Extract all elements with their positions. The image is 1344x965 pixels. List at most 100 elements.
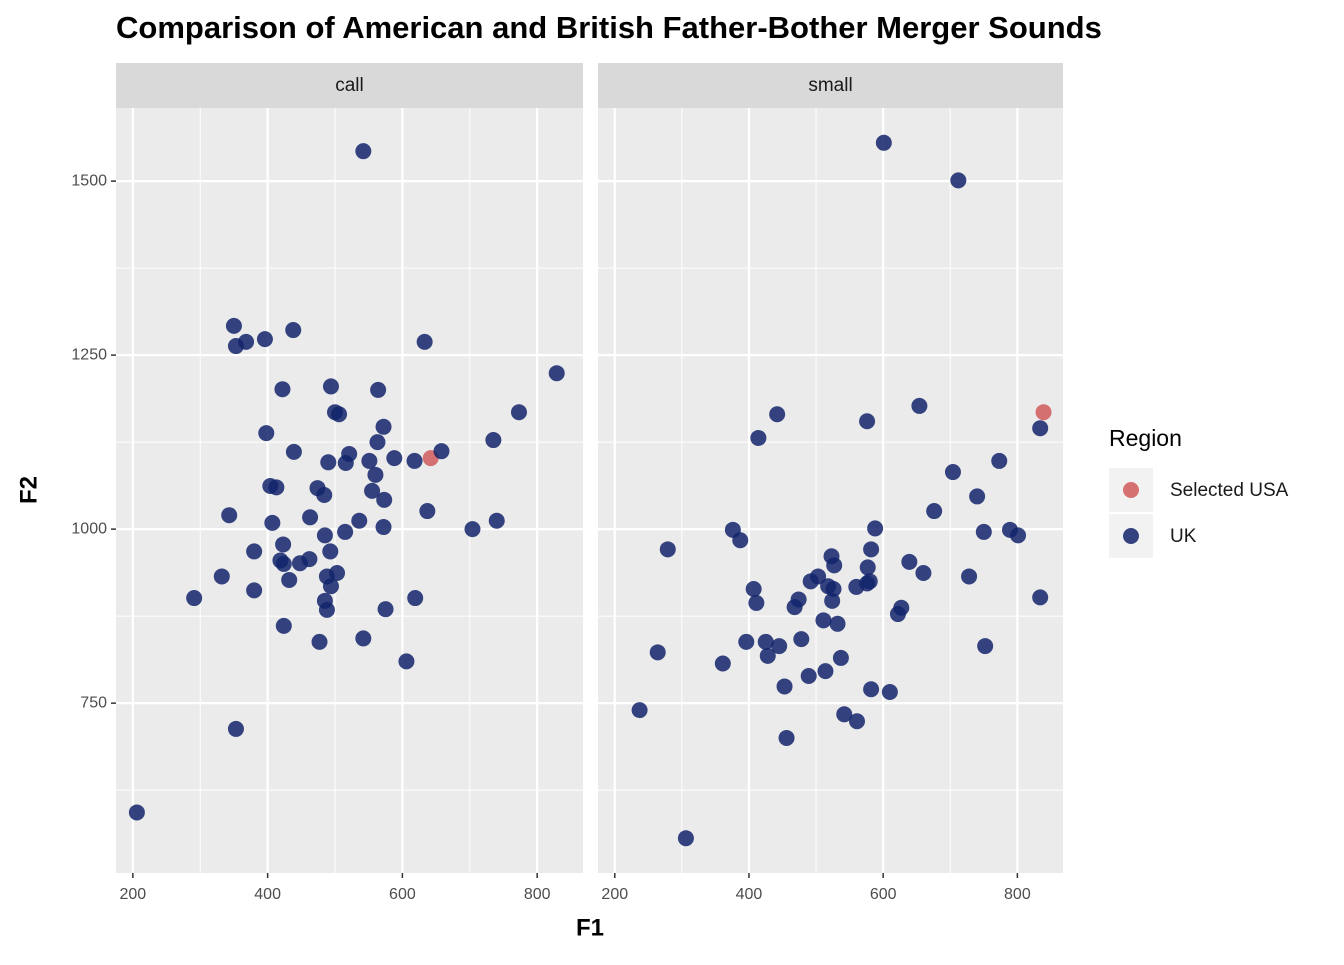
point [677,830,694,847]
point [322,543,339,560]
point [810,568,827,585]
x-tick-label: 600 [870,886,897,903]
point [375,418,392,435]
point [221,507,238,524]
facet-strip [116,63,583,108]
point [488,512,505,529]
point [826,557,843,574]
point [1032,420,1049,437]
point [322,578,339,595]
point [406,452,423,469]
point [759,647,776,664]
point [714,655,731,672]
point [1035,404,1052,421]
point [911,397,928,414]
x-tick-label: 200 [601,886,628,903]
legend-label: Selected USA [1170,480,1289,501]
point [975,523,992,540]
y-axis-title: F2 [15,476,42,504]
point [377,601,394,618]
point [859,559,876,576]
point [659,541,676,558]
point [944,464,961,481]
point [750,429,767,446]
point [875,134,892,151]
y-tick-label: 1250 [71,346,107,363]
x-tick-label: 800 [1004,886,1031,903]
legend-marker [1123,528,1139,544]
point [732,532,749,549]
point [246,582,263,599]
point [977,638,994,655]
point [331,406,348,423]
facet-label: call [335,75,364,96]
point [128,804,145,821]
chart-title: Comparison of American and British Fathe… [116,10,1102,45]
point [825,580,842,597]
facet-label: small [808,75,852,96]
point [861,573,878,590]
point [275,617,292,634]
point [355,143,372,160]
point [322,378,339,395]
point [398,653,415,670]
point [364,482,381,499]
x-tick-label: 400 [736,886,763,903]
point [337,523,354,540]
point [285,322,302,339]
y-tick-label: 750 [80,694,107,711]
point [950,172,967,189]
point [849,713,866,730]
point [386,450,403,467]
point [836,706,853,723]
point [275,536,292,553]
point [361,452,378,469]
x-tick-label: 800 [524,886,551,903]
point [213,568,230,585]
point [485,432,502,449]
point [863,681,880,698]
point [376,491,393,508]
point [355,630,372,647]
point [829,615,846,632]
point [316,487,333,504]
point [375,519,392,536]
point [370,381,387,398]
point [745,580,762,597]
point [320,454,337,471]
point [246,543,263,560]
point [790,591,807,608]
point [824,592,841,609]
point [832,649,849,666]
point [227,720,244,737]
point [738,633,755,650]
point [881,684,898,701]
point [793,631,810,648]
point [258,425,275,442]
point [329,564,346,581]
point [915,564,932,581]
point [1032,589,1049,606]
point [757,633,774,650]
point [256,331,273,348]
point [778,729,795,746]
y-tick-label: 1500 [71,172,107,189]
point [275,555,292,572]
point [433,443,450,460]
point [407,590,424,607]
point [416,333,433,350]
panel-background [598,108,1063,873]
facet-strip [598,63,1063,108]
point [351,512,368,529]
point [926,503,943,520]
point [863,541,880,558]
legend-label: UK [1170,526,1197,547]
point [464,521,481,538]
point [961,568,978,585]
point [867,520,884,537]
point [318,601,335,618]
point [369,434,386,451]
x-tick-label: 600 [389,886,416,903]
panel-background [116,108,583,873]
point [893,599,910,616]
